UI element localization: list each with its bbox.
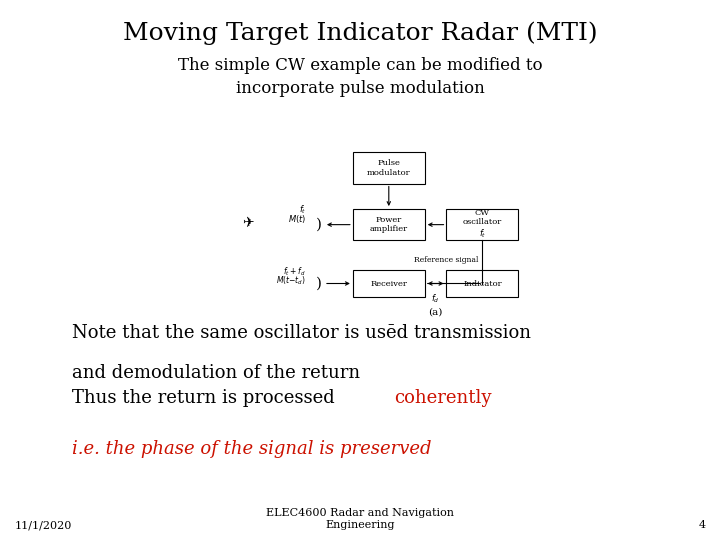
Text: $M(t{-}t_d)$: $M(t{-}t_d)$ [276, 274, 306, 287]
Text: ): ) [316, 218, 322, 232]
Text: ): ) [316, 276, 322, 291]
Text: The simple CW example can be modified to
incorporate pulse modulation: The simple CW example can be modified to… [178, 57, 542, 97]
Text: Note that the same oscillator is usēd transmission: Note that the same oscillator is usēd tr… [72, 324, 531, 342]
Text: $M(t)$: $M(t)$ [288, 213, 306, 225]
Text: $f_t+f_d$: $f_t+f_d$ [284, 265, 306, 278]
Text: Thus the return is processed: Thus the return is processed [72, 389, 341, 407]
Text: Power
amplifier: Power amplifier [370, 216, 408, 233]
Text: Receiver: Receiver [370, 280, 408, 287]
Text: Pulse
modulator: Pulse modulator [367, 159, 410, 177]
Bar [446, 209, 518, 240]
Text: i.e. the phase of the signal is preserved: i.e. the phase of the signal is preserve… [72, 440, 431, 458]
Text: ✈: ✈ [243, 215, 254, 229]
Text: Moving Target Indicator Radar (MTI): Moving Target Indicator Radar (MTI) [122, 22, 598, 45]
Text: Reference signal: Reference signal [415, 256, 479, 264]
Bar [353, 209, 425, 240]
Bar [446, 270, 518, 297]
Text: (a): (a) [428, 308, 443, 317]
Text: and demodulation of the return: and demodulation of the return [72, 364, 360, 382]
Bar [353, 152, 425, 184]
Text: $f_t$: $f_t$ [299, 203, 306, 216]
Text: coherently: coherently [395, 389, 492, 407]
Text: Indicator: Indicator [463, 280, 502, 287]
Text: ELEC4600 Radar and Navigation
Engineering: ELEC4600 Radar and Navigation Engineerin… [266, 508, 454, 530]
Text: $f_d$: $f_d$ [431, 292, 440, 305]
Text: CW
oscillator
$f_t$: CW oscillator $f_t$ [463, 209, 502, 240]
Text: 11/1/2020: 11/1/2020 [14, 520, 72, 530]
Text: 4: 4 [698, 520, 706, 530]
Bar [353, 270, 425, 297]
